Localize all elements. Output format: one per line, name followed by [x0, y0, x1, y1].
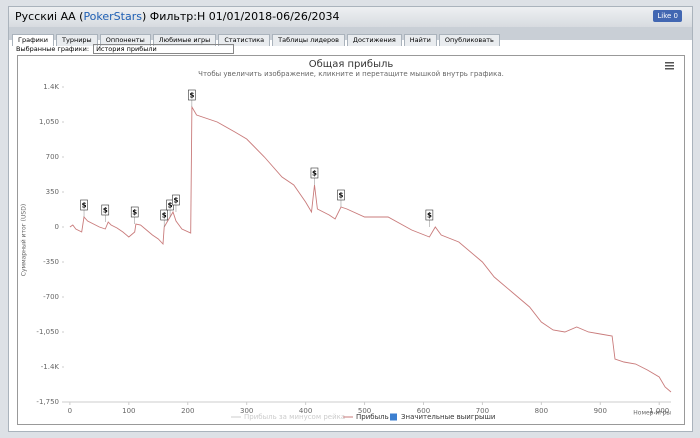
- legend-label: Прибыль за минусом рейка: [244, 413, 345, 421]
- big-win-marker: [337, 189, 345, 201]
- y-axis-label: Суммарный итог (USD): [21, 204, 28, 276]
- y-tick-label: -1,050: [36, 328, 59, 336]
- filter: ) Фильтр:Н 01/01/2018-06/26/2034: [141, 10, 340, 23]
- marker-label: $: [168, 202, 173, 210]
- big-win-marker: [130, 206, 139, 218]
- x-tick-label: 900: [594, 407, 607, 415]
- tab[interactable]: Турниры: [56, 34, 98, 46]
- tab[interactable]: Достижения: [346, 34, 402, 46]
- x-tick-label: 600: [417, 407, 430, 415]
- marker-label: $: [339, 192, 344, 200]
- legend-label: Прибыль: [356, 413, 389, 421]
- profit-line: [69, 105, 672, 393]
- window: Русскиi АА (PokerStars) Фильтр:Н 01/01/2…: [8, 6, 693, 432]
- big-win-marker: [425, 209, 434, 221]
- legend-label: Значительные выигрыши: [401, 413, 495, 421]
- marker-label: $: [174, 197, 179, 205]
- big-win-marker: [80, 199, 88, 211]
- x-axis-label: Номер игры: [633, 410, 671, 417]
- x-tick-label: 200: [181, 407, 194, 415]
- x-tick-label: 1,000: [649, 407, 669, 415]
- selector-label: Выбранные графики:: [16, 45, 90, 53]
- y-tick-label: 1,050: [39, 118, 59, 126]
- legend-swatch: [390, 413, 397, 421]
- y-tick-label: 350: [46, 188, 59, 196]
- y-tick-label: -1.4K: [41, 363, 60, 371]
- tab[interactable]: Статистика: [218, 34, 271, 46]
- x-tick-label: 0: [68, 407, 72, 415]
- chart: Общая прибыль Чтобы увеличить изображени…: [17, 55, 685, 425]
- x-tick-label: 800: [535, 407, 548, 415]
- marker-label: $: [103, 207, 108, 215]
- x-tick-label: 300: [240, 407, 253, 415]
- marker-label: $: [189, 92, 194, 100]
- selector: Выбранные графики: История прибыли: [16, 44, 235, 54]
- big-win-marker: [160, 209, 168, 221]
- tab[interactable]: Таблицы лидеров: [272, 34, 345, 46]
- site: PokerStars: [83, 10, 142, 23]
- chart-subtitle: Чтобы увеличить изображение, кликните и …: [198, 70, 504, 78]
- tab[interactable]: Любимые игры: [152, 34, 217, 46]
- big-win-marker: [172, 194, 180, 206]
- y-tick-label: 1.4K: [43, 83, 59, 91]
- x-tick-label: 100: [122, 407, 135, 415]
- like-button[interactable]: Like 0: [653, 10, 682, 22]
- chart-frame: [17, 55, 685, 425]
- y-tick-label: -1,750: [36, 398, 59, 406]
- tab[interactable]: Опубликовать: [438, 34, 500, 46]
- dropdown[interactable]: История прибыли: [93, 44, 235, 54]
- menu-icon[interactable]: [665, 62, 674, 70]
- y-tick-label: -700: [43, 293, 59, 301]
- header: Русскиi АА (PokerStars) Фильтр:Н 01/01/2…: [9, 7, 692, 27]
- chart-title: Общая прибыль: [309, 59, 394, 70]
- marker-label: $: [82, 202, 87, 210]
- tab[interactable]: Найти: [403, 34, 437, 46]
- tab[interactable]: Графики: [12, 34, 55, 46]
- y-tick-label: 700: [46, 153, 59, 161]
- tab[interactable]: Оппоненты: [99, 34, 151, 46]
- marker-label: $: [312, 170, 317, 178]
- tabs: Графики Турниры Оппоненты Любимые игры Стати…: [9, 27, 692, 46]
- y-tick-label: -350: [43, 258, 59, 266]
- marker-label: $: [162, 212, 167, 220]
- title: Русскиi АА (: [15, 10, 84, 23]
- big-win-marker: [101, 204, 110, 216]
- y-tick-label: 0: [55, 223, 59, 231]
- marker-label: $: [132, 209, 137, 217]
- marker-label: $: [427, 212, 432, 220]
- x-tick-label: 700: [476, 407, 489, 415]
- big-win-marker: [188, 89, 196, 101]
- x-tick-label: 400: [299, 407, 312, 415]
- x-tick-label: 500: [358, 407, 371, 415]
- big-win-marker: [310, 167, 319, 179]
